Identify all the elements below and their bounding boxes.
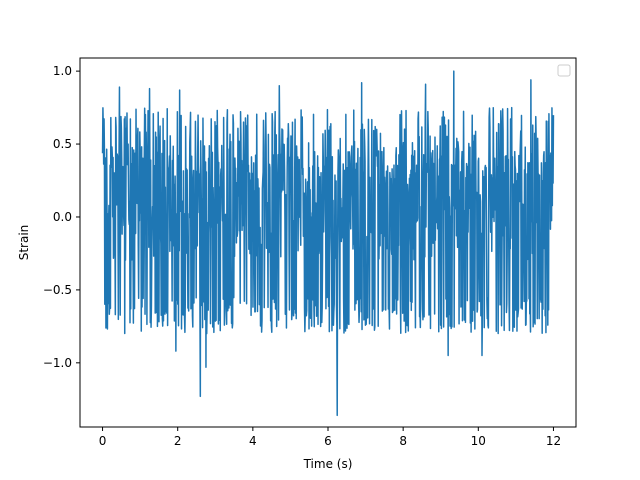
x-tick-label: 0 <box>99 434 107 448</box>
y-tick-label: −0.5 <box>43 283 72 297</box>
x-axis-label: Time (s) <box>303 457 353 471</box>
legend-box <box>557 64 571 77</box>
y-tick-label: 0.0 <box>53 210 72 224</box>
series-layer <box>101 70 555 417</box>
x-tick-label: 12 <box>546 434 561 448</box>
y-tick-label: −1.0 <box>43 356 72 370</box>
y-axis: −1.0 −0.5 0.0 0.5 1.0 <box>43 64 80 370</box>
x-tick-label: 6 <box>324 434 332 448</box>
strain-series-line <box>101 70 555 417</box>
x-axis: 0 2 4 6 8 10 12 <box>99 427 561 448</box>
x-tick-label: 4 <box>249 434 257 448</box>
plot-area <box>101 70 555 417</box>
x-tick-label: 2 <box>174 434 182 448</box>
x-tick-label: 10 <box>471 434 486 448</box>
x-tick-label: 8 <box>399 434 407 448</box>
y-tick-label: 1.0 <box>53 64 72 78</box>
y-tick-label: 0.5 <box>53 137 72 151</box>
y-axis-label: Strain <box>17 225 31 261</box>
